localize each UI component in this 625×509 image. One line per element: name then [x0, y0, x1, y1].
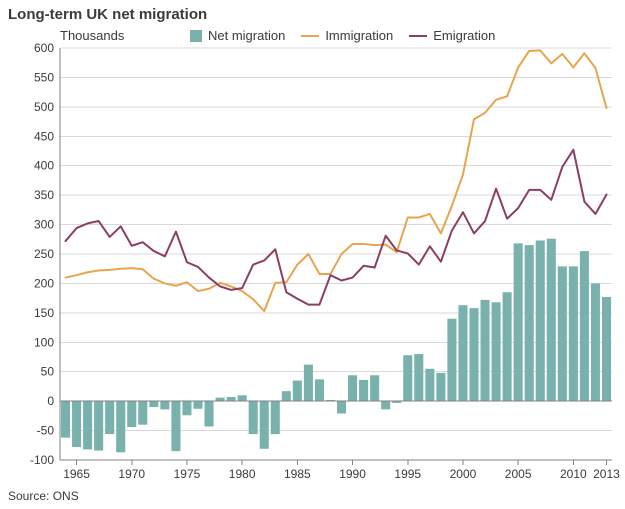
svg-text:400: 400 — [34, 159, 54, 173]
svg-text:550: 550 — [34, 70, 54, 84]
svg-text:2000: 2000 — [450, 467, 477, 481]
svg-text:1975: 1975 — [174, 467, 201, 481]
svg-text:1995: 1995 — [394, 467, 421, 481]
svg-text:2013: 2013 — [593, 467, 620, 481]
svg-text:2010: 2010 — [560, 467, 587, 481]
svg-text:200: 200 — [34, 276, 54, 290]
svg-text:0: 0 — [47, 394, 54, 408]
svg-text:-50: -50 — [37, 424, 55, 438]
svg-text:150: 150 — [34, 306, 54, 320]
svg-text:300: 300 — [34, 218, 54, 232]
svg-text:1965: 1965 — [63, 467, 90, 481]
svg-text:2005: 2005 — [505, 467, 532, 481]
chart-svg: -100 -50 0 50 100 150 200 250 300 350 400 450 500 550… — [0, 0, 625, 509]
source-label: Source: ONS — [8, 489, 79, 503]
svg-text:1990: 1990 — [339, 467, 366, 481]
svg-text:1980: 1980 — [229, 467, 256, 481]
svg-text:100: 100 — [34, 335, 54, 349]
svg-text:-100: -100 — [30, 453, 54, 467]
svg-text:1985: 1985 — [284, 467, 311, 481]
svg-text:500: 500 — [34, 100, 54, 114]
svg-text:50: 50 — [41, 365, 55, 379]
svg-text:450: 450 — [34, 129, 54, 143]
svg-text:350: 350 — [34, 188, 54, 202]
svg-text:250: 250 — [34, 247, 54, 261]
svg-text:1970: 1970 — [118, 467, 145, 481]
chart-container: Long-term UK net migration Thousands Net… — [0, 0, 625, 509]
svg-text:600: 600 — [34, 41, 54, 55]
